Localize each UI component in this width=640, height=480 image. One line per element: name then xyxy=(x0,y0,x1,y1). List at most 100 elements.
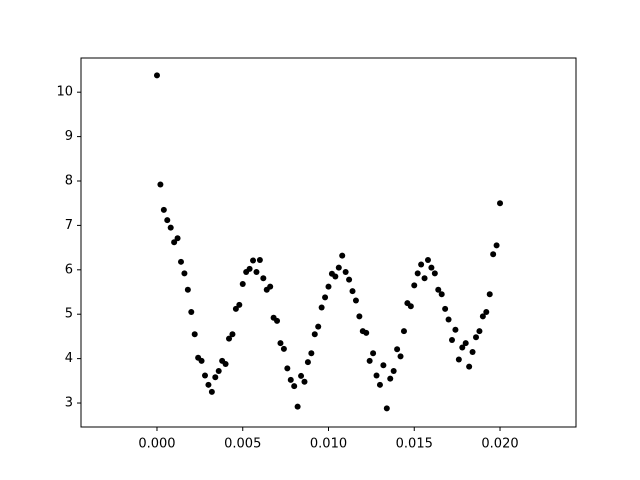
point xyxy=(363,329,370,336)
point xyxy=(469,348,476,355)
point xyxy=(376,381,383,388)
point xyxy=(497,200,504,207)
point xyxy=(267,283,274,290)
point xyxy=(171,239,178,246)
point xyxy=(428,264,435,271)
point xyxy=(167,224,174,231)
point xyxy=(390,368,397,375)
point xyxy=(246,265,253,272)
x-tick-label: 0.005 xyxy=(224,437,261,452)
point xyxy=(184,286,191,293)
y-tick-label: 4 xyxy=(65,351,73,366)
point xyxy=(335,264,342,271)
point xyxy=(232,305,239,312)
point xyxy=(301,378,308,385)
point xyxy=(349,288,356,295)
point xyxy=(318,304,325,311)
y-tick-label: 10 xyxy=(56,85,73,100)
point xyxy=(212,374,219,381)
point xyxy=(462,340,469,347)
point xyxy=(191,331,198,338)
point xyxy=(352,297,359,304)
point xyxy=(311,331,318,338)
point xyxy=(174,235,181,242)
point xyxy=(466,363,473,370)
point xyxy=(414,270,421,277)
point xyxy=(394,346,401,353)
x-tick-label: 0.010 xyxy=(310,437,347,452)
point xyxy=(202,372,209,379)
point xyxy=(260,275,267,282)
point xyxy=(226,335,233,342)
point xyxy=(370,350,377,357)
point xyxy=(373,372,380,379)
x-tick-label: 0.000 xyxy=(138,437,175,452)
point xyxy=(153,72,160,79)
point xyxy=(164,217,171,224)
point xyxy=(411,282,418,289)
point xyxy=(160,206,167,213)
point xyxy=(431,270,438,277)
point xyxy=(294,403,301,410)
point xyxy=(287,376,294,383)
point xyxy=(177,258,184,265)
point xyxy=(274,317,281,324)
point xyxy=(339,252,346,259)
point xyxy=(397,353,404,360)
point xyxy=(205,381,212,388)
point xyxy=(332,273,339,280)
y-tick-label: 5 xyxy=(65,307,73,322)
point xyxy=(455,356,462,363)
point xyxy=(438,291,445,298)
point xyxy=(418,261,425,268)
point xyxy=(473,334,480,341)
y-tick-label: 9 xyxy=(65,129,73,144)
point xyxy=(400,328,407,335)
point xyxy=(277,340,284,347)
point xyxy=(222,360,229,367)
y-tick-label: 8 xyxy=(65,174,73,189)
y-tick-label: 7 xyxy=(65,218,73,233)
point xyxy=(424,257,431,264)
point xyxy=(380,362,387,369)
point xyxy=(387,375,394,382)
point xyxy=(479,313,486,320)
point xyxy=(280,345,287,352)
point xyxy=(298,372,305,379)
point xyxy=(383,405,390,412)
plot-frame xyxy=(80,57,577,428)
point xyxy=(476,328,483,335)
point xyxy=(442,305,449,312)
point xyxy=(366,357,373,364)
point xyxy=(188,308,195,315)
point xyxy=(435,286,442,293)
point xyxy=(421,275,428,282)
point xyxy=(448,336,455,343)
point xyxy=(253,269,260,276)
point xyxy=(342,269,349,276)
point xyxy=(322,294,329,301)
point xyxy=(452,326,459,333)
point xyxy=(181,270,188,277)
point xyxy=(215,368,222,375)
point xyxy=(208,388,215,395)
point xyxy=(407,303,414,310)
point xyxy=(250,257,257,264)
point xyxy=(346,276,353,283)
point xyxy=(493,242,500,249)
point xyxy=(483,308,490,315)
point xyxy=(236,301,243,308)
point xyxy=(325,283,332,290)
x-tick-label: 0.020 xyxy=(481,437,518,452)
point xyxy=(157,181,164,188)
point xyxy=(356,313,363,320)
point xyxy=(490,251,497,258)
point xyxy=(284,365,291,372)
y-tick-label: 3 xyxy=(65,396,73,411)
point xyxy=(198,357,205,364)
point xyxy=(239,281,246,288)
x-tick-label: 0.015 xyxy=(396,437,433,452)
point xyxy=(308,350,315,357)
point xyxy=(291,383,298,390)
